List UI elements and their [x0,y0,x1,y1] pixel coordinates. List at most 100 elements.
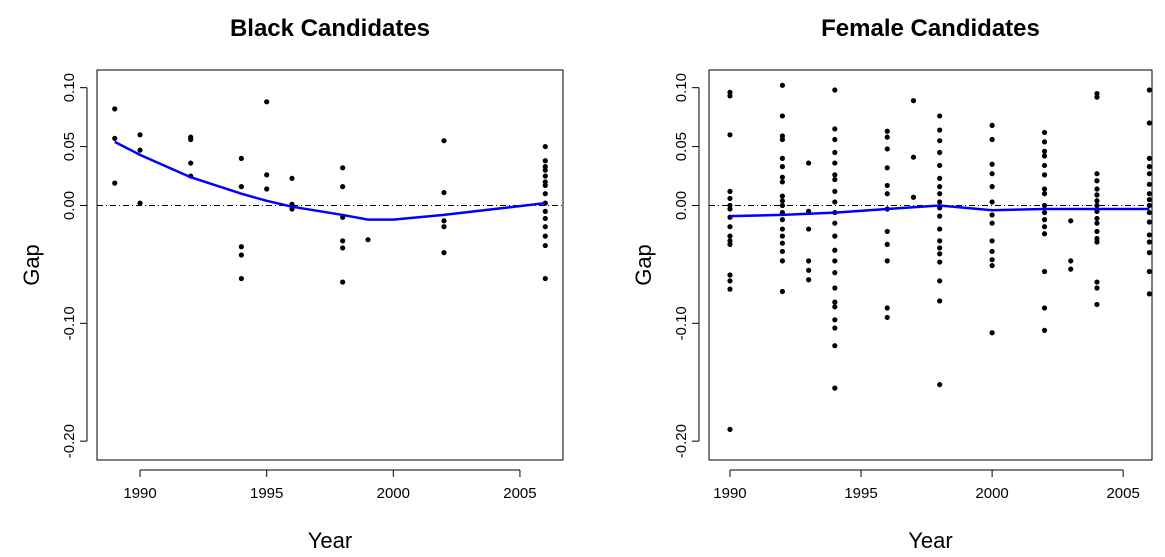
point [989,122,995,128]
point [727,93,733,99]
panel: Female Candidates Year Gap 1990 1995 2000 2005… [631,15,1153,553]
point [188,136,194,143]
point [884,128,890,134]
point [832,304,838,310]
point [1146,155,1152,161]
point [884,241,890,247]
point [1146,120,1152,126]
point [884,165,890,171]
point [989,136,995,143]
point [441,138,447,144]
point [937,213,943,219]
point [1068,258,1074,264]
point [137,147,143,153]
point [542,275,548,282]
point [1146,164,1152,170]
point [779,198,785,204]
point [542,208,548,214]
point [1146,191,1152,197]
point [989,184,995,190]
point [832,247,838,253]
point [937,259,943,265]
point [542,173,548,179]
point [1094,220,1100,226]
point [937,381,943,388]
smooth-line [114,140,546,221]
point [937,127,943,133]
point [779,233,785,239]
point [1041,305,1048,311]
point [806,267,812,273]
point [1094,202,1100,209]
point [542,215,548,222]
point [238,252,244,258]
point [779,217,785,223]
point [937,298,943,304]
point [264,186,270,192]
y-tick-label: 0.05 [673,132,690,161]
point [1041,191,1048,197]
point [1041,139,1048,145]
point [832,233,838,239]
point [937,191,943,197]
y-tick-label: 0.10 [61,73,78,102]
point [542,167,548,173]
point [1094,301,1100,308]
panel: Black Candidates Year Gap 1990 1995 2000 2005 0… [19,15,564,553]
smooth-line [729,204,1150,218]
point [727,286,733,292]
x-axis-title: Year [308,528,352,553]
point [542,158,548,164]
point [1094,198,1100,204]
point [340,279,346,285]
point [727,206,733,212]
point [779,240,785,246]
x-axis-title: Year [908,528,952,553]
point [884,146,890,152]
point [542,233,548,239]
point [779,248,785,255]
point [884,191,890,197]
point [238,275,244,282]
y-tick-label: -0.10 [673,306,690,340]
y-axis-title: Gap [19,244,44,286]
point [806,258,812,264]
point [1068,266,1074,272]
point [937,251,943,257]
point [112,106,118,112]
point [779,136,785,143]
point [1146,291,1152,297]
point [937,162,943,169]
point [1041,186,1048,192]
point [989,161,995,167]
x-tick-label: 1995 [844,485,877,502]
point [884,134,890,140]
point [832,299,838,305]
point [779,226,785,232]
point [1146,87,1152,93]
point [365,237,371,243]
point [1041,217,1048,223]
point [542,143,548,150]
point [832,126,838,132]
point [1068,218,1074,224]
x-tick-label: 2005 [1106,485,1139,502]
point [779,288,785,295]
point [1094,215,1100,222]
point [884,305,890,311]
point [1146,181,1152,187]
point [1041,148,1048,154]
point [1041,172,1048,178]
point [937,226,943,232]
point [112,135,118,141]
point [727,278,733,284]
point [937,278,943,284]
point [832,270,838,276]
point [779,164,785,170]
point [910,98,917,104]
point [1094,239,1100,245]
point [542,182,548,189]
point [188,160,194,166]
point [340,184,346,190]
